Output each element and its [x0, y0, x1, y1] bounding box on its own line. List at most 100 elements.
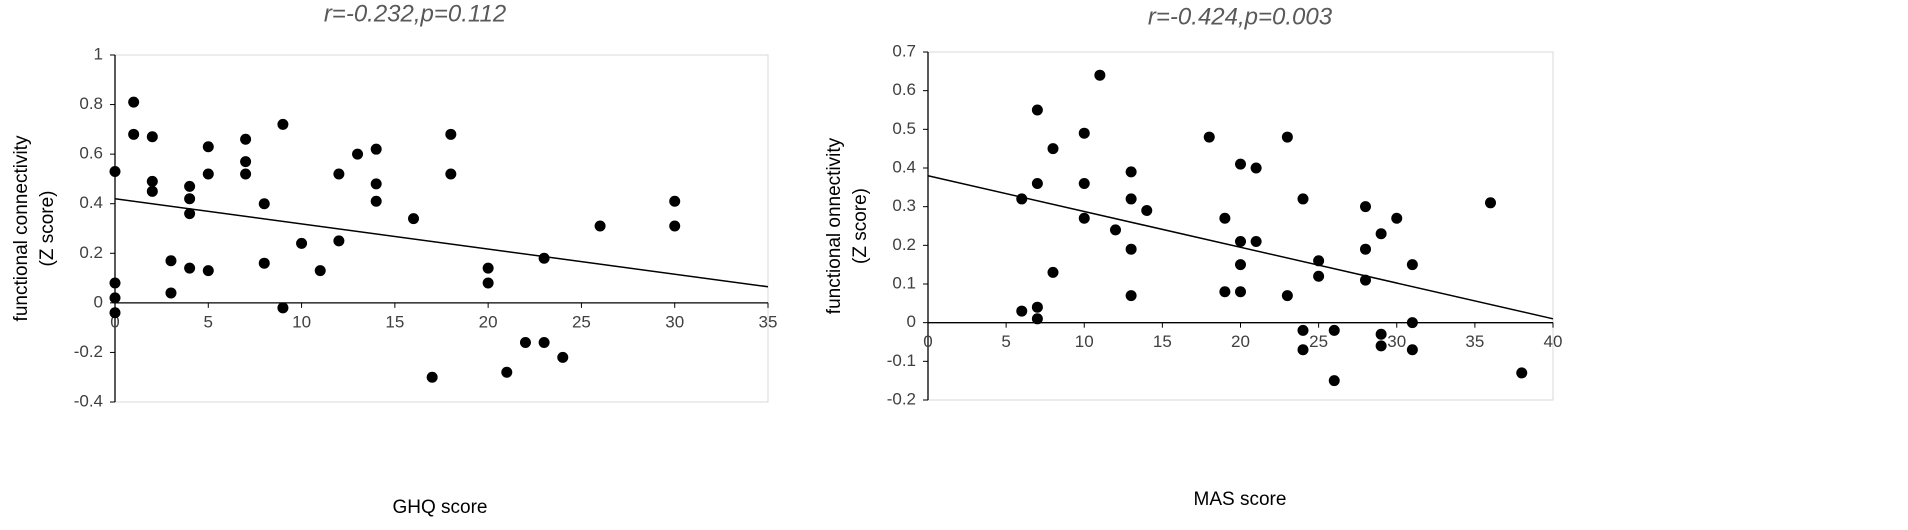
point: [1281, 290, 1293, 302]
y-tick-label: 0.6: [892, 80, 916, 99]
point: [1406, 344, 1418, 356]
y-tick-label: 0.4: [892, 157, 916, 176]
point: [314, 265, 326, 277]
point: [258, 198, 270, 210]
y-axis-label: functional connectivity: [11, 135, 32, 321]
point: [538, 252, 550, 264]
point: [258, 257, 270, 269]
point: [445, 128, 457, 140]
point: [1094, 69, 1106, 81]
x-tick-label: 5: [1001, 332, 1010, 351]
point: [1125, 193, 1137, 205]
y-tick-label: 0.3: [892, 196, 916, 215]
point: [1297, 324, 1309, 336]
point: [1125, 166, 1137, 178]
point: [1047, 266, 1059, 278]
point: [1031, 104, 1043, 116]
point: [1203, 131, 1215, 143]
point: [1375, 328, 1387, 340]
point: [184, 193, 196, 205]
point: [240, 168, 252, 180]
point: [1047, 143, 1059, 155]
point: [146, 131, 158, 143]
point: [1235, 286, 1246, 298]
y-tick-label: 0.2: [79, 243, 103, 262]
point: [482, 262, 494, 274]
x-tick-label: 35: [759, 312, 778, 331]
point: [594, 220, 606, 232]
y-tick-label: -0.2: [887, 389, 916, 408]
x-tick-label: 35: [1465, 332, 1484, 351]
x-tick-label: 5: [204, 312, 213, 331]
x-tick-label: 20: [479, 312, 498, 331]
x-tick-label: 25: [1309, 332, 1328, 351]
point: [1313, 270, 1325, 282]
point: [1250, 162, 1262, 174]
point: [184, 208, 196, 220]
point: [370, 143, 382, 155]
y-tick-label: 0.4: [79, 193, 103, 212]
point: [1031, 313, 1043, 325]
x-tick-label: 30: [1387, 332, 1406, 351]
point: [426, 371, 438, 383]
point: [1125, 290, 1137, 302]
point: [519, 337, 531, 349]
point: [1078, 212, 1090, 224]
point: [557, 351, 569, 363]
trend-line: [927, 175, 1554, 320]
point: [146, 185, 158, 197]
point: [1235, 158, 1246, 170]
point: [277, 302, 289, 314]
y-tick-label: 0.2: [892, 235, 916, 254]
point: [1328, 375, 1340, 387]
point: [1375, 228, 1387, 240]
y-tick-label: 0.7: [892, 41, 916, 60]
point: [1110, 224, 1121, 236]
y-tick-label: 0: [94, 292, 103, 311]
x-tick-label: 0: [110, 312, 119, 331]
x-tick-label: 10: [1075, 332, 1094, 351]
y-tick-label: 0: [907, 312, 916, 331]
point: [370, 195, 382, 207]
point: [538, 337, 550, 349]
point: [109, 277, 121, 289]
point: [333, 168, 345, 180]
point: [408, 213, 420, 225]
point: [1016, 305, 1028, 317]
x-tick-label: 25: [572, 312, 591, 331]
y-tick-label: -0.2: [74, 342, 103, 361]
point: [165, 255, 177, 267]
point: [277, 118, 289, 130]
point: [1016, 193, 1028, 205]
x-tick-label: 15: [1153, 332, 1172, 351]
point: [109, 307, 121, 319]
chart-title: r=-0.232,p=0.112: [324, 0, 506, 27]
point: [184, 262, 196, 274]
point: [1297, 193, 1309, 205]
y-axis-label: functional onnectivity: [824, 137, 845, 314]
x-axis-label: MAS score: [1194, 489, 1287, 510]
point: [1360, 274, 1371, 286]
y-tick-label: 0.1: [892, 273, 916, 292]
point: [1313, 255, 1325, 267]
x-tick-label: 0: [923, 332, 932, 351]
point: [1375, 340, 1387, 352]
y-tick-label: -0.4: [74, 391, 103, 410]
trend-line: [114, 198, 769, 288]
point: [184, 180, 196, 192]
point: [202, 168, 214, 180]
point: [1235, 259, 1246, 271]
point: [1360, 201, 1371, 213]
point: [333, 235, 345, 247]
point: [109, 292, 121, 304]
y-tick-label: 0.6: [79, 144, 103, 163]
point: [202, 265, 214, 277]
point: [1360, 243, 1371, 255]
point: [1328, 324, 1340, 336]
point: [240, 133, 252, 145]
x-tick-label: 40: [1544, 332, 1563, 351]
point: [1406, 317, 1418, 329]
y-tick-label: 0.5: [892, 119, 916, 138]
point: [240, 156, 252, 168]
